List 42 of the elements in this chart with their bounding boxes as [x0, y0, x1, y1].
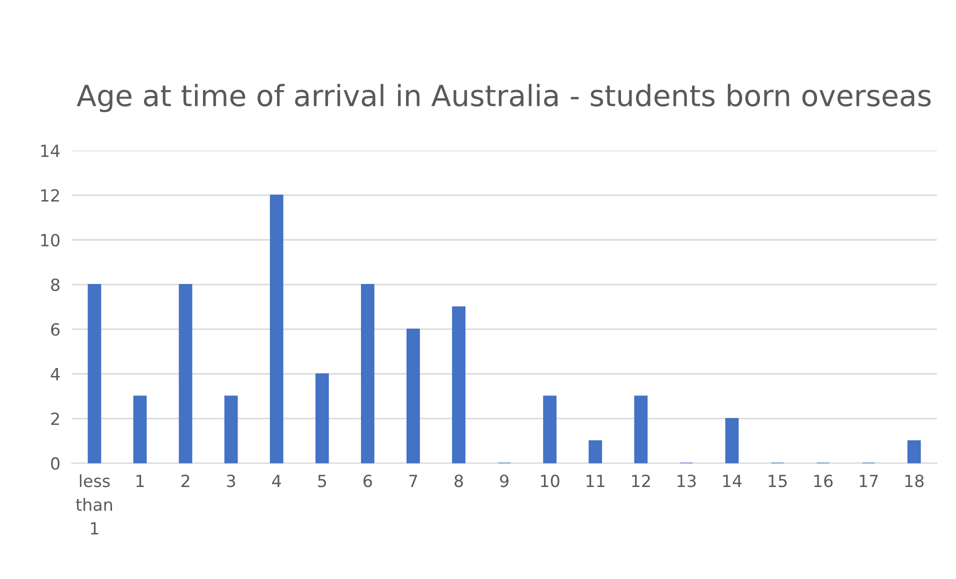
bar [406, 328, 420, 464]
bar [634, 396, 648, 464]
y-tick-label: 10 [41, 234, 60, 246]
x-tick-label: 16 [814, 474, 833, 488]
bar [178, 284, 192, 464]
bar [315, 373, 329, 464]
x-tick-label: 4 [272, 474, 281, 487]
y-tick-label: 8 [51, 278, 60, 292]
bar [224, 396, 238, 464]
bar [588, 440, 602, 464]
y-tick-label: 0 [51, 457, 60, 470]
bar [452, 306, 466, 464]
x-tick-label: 7 [409, 474, 418, 487]
x-tick-label: 13 [678, 474, 696, 488]
bar [543, 396, 557, 464]
x-tick-label: 5 [318, 474, 326, 488]
x-tick-label: 17 [860, 474, 878, 487]
x-tick-label: 6 [364, 474, 372, 488]
bar [88, 284, 102, 464]
x-tick-label: 14 [723, 474, 742, 487]
y-tick-label: 12 [41, 189, 59, 202]
x-tick-label: 15 [768, 474, 787, 488]
x-tick-label: 3 [227, 474, 236, 488]
x-tick-label: 10 [541, 474, 560, 488]
y-tick-label: 6 [51, 323, 60, 336]
x-tick-label: 12 [632, 474, 650, 487]
x-tick-label: 11 [586, 474, 604, 487]
x-tick-label: less than 1 [76, 474, 112, 534]
x-tick-label: 2 [181, 474, 190, 487]
bar [907, 440, 921, 464]
x-tick-label: 18 [905, 474, 924, 488]
y-tick-label: 2 [51, 412, 59, 425]
x-tick-label: 9 [500, 474, 508, 488]
x-tick-label: 8 [454, 474, 463, 488]
y-tick-label: 4 [50, 368, 60, 380]
bar [270, 194, 284, 464]
bar [725, 418, 739, 464]
bar [360, 284, 374, 464]
x-tick-label: 1 [136, 474, 144, 487]
chart-title: Age at time of arrival in Australia - students born overseas [76, 84, 931, 112]
bar [133, 396, 147, 464]
y-tick-label: 14 [41, 144, 60, 157]
